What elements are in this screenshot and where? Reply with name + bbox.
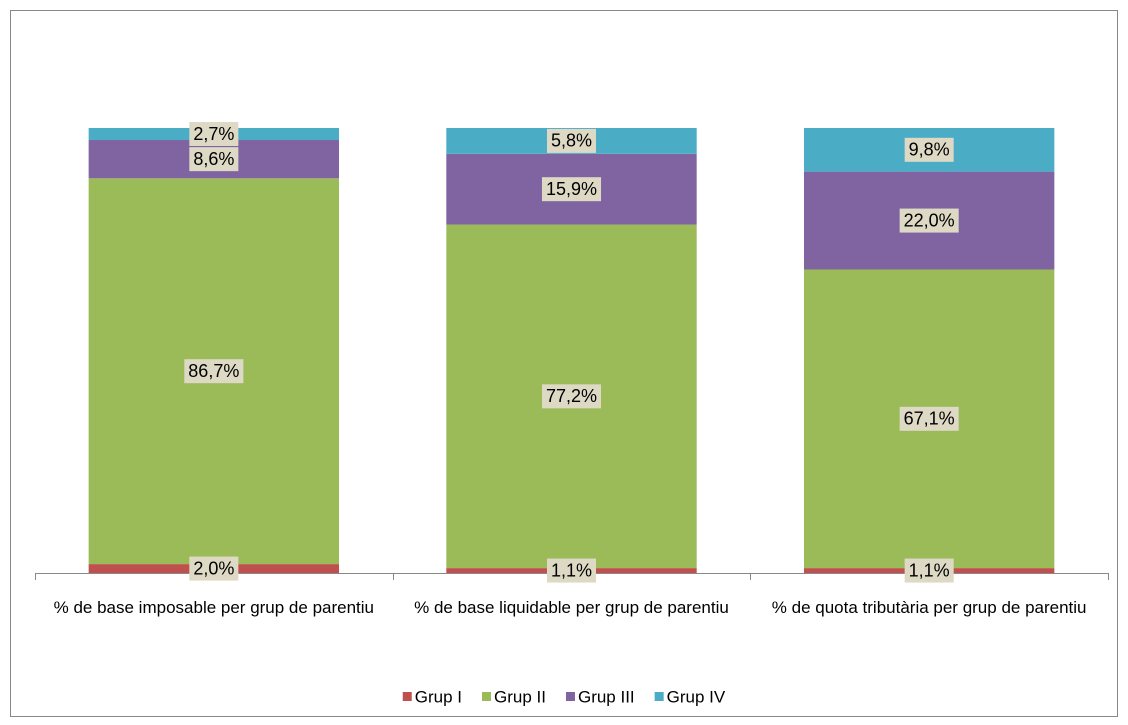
data-label: 1,1% (551, 560, 592, 580)
data-label-group: 22,0% (899, 208, 959, 233)
data-label-box (546, 558, 597, 583)
data-label-group: 77,2% (541, 384, 602, 409)
data-label: 2,7% (193, 124, 234, 144)
data-label-box (546, 128, 597, 153)
data-label-group: 1,1% (904, 558, 954, 583)
data-label: 5,8% (551, 131, 592, 151)
legend-swatch (565, 692, 575, 701)
x-tick-label-box: % de quota tributària per grup de parent… (771, 598, 1087, 617)
data-label: 77,2% (546, 386, 597, 406)
data-label-box (899, 208, 959, 233)
x-tick-label: % de base liquidable per grup de parenti… (414, 598, 729, 617)
data-label-box (189, 147, 239, 172)
data-label-group: 9,8% (904, 137, 954, 162)
data-label-box (184, 359, 244, 384)
data-label-box (541, 177, 602, 202)
data-label: 15,9% (546, 179, 597, 199)
data-label: 1,1% (909, 560, 950, 580)
data-label-box (541, 384, 602, 409)
data-label-group: 86,7% (184, 359, 244, 384)
legend-swatch (402, 692, 412, 701)
legend-swatch (654, 692, 664, 701)
data-label: 8,6% (193, 149, 234, 169)
data-label-group: 67,1% (899, 406, 959, 431)
x-tick-label: % de quota tributària per grup de parent… (771, 598, 1087, 617)
x-tick-label: % de base imposable per grup de parentiu (53, 598, 375, 617)
data-label-group: 15,9% (541, 177, 602, 202)
legend-label: Grup IV (667, 687, 726, 706)
x-tick-label-box: % de base imposable per grup de parentiu (53, 598, 375, 617)
data-label-box (904, 137, 954, 162)
legend-swatch (482, 692, 491, 701)
data-label: 86,7% (188, 361, 239, 381)
data-label-group: 2,0% (189, 556, 239, 581)
legend-label: Grup III (578, 687, 635, 706)
data-label-box (899, 406, 959, 431)
x-tick-label-box: % de base liquidable per grup de parenti… (414, 598, 729, 617)
data-label-box (189, 122, 239, 147)
data-label-group: 8,6% (189, 147, 239, 172)
data-label-box (189, 556, 239, 581)
data-label-group: 1,1% (546, 558, 597, 583)
data-label-box (904, 558, 954, 583)
data-label: 9,8% (909, 140, 950, 160)
legend-label: Grup II (494, 687, 546, 706)
data-label-group: 5,8% (546, 128, 597, 153)
data-label: 67,1% (904, 409, 955, 429)
data-label: 22,0% (904, 210, 955, 230)
data-label-group: 2,7% (189, 122, 239, 147)
legend-label: Grup I (415, 687, 462, 706)
data-label: 2,0% (193, 558, 234, 578)
